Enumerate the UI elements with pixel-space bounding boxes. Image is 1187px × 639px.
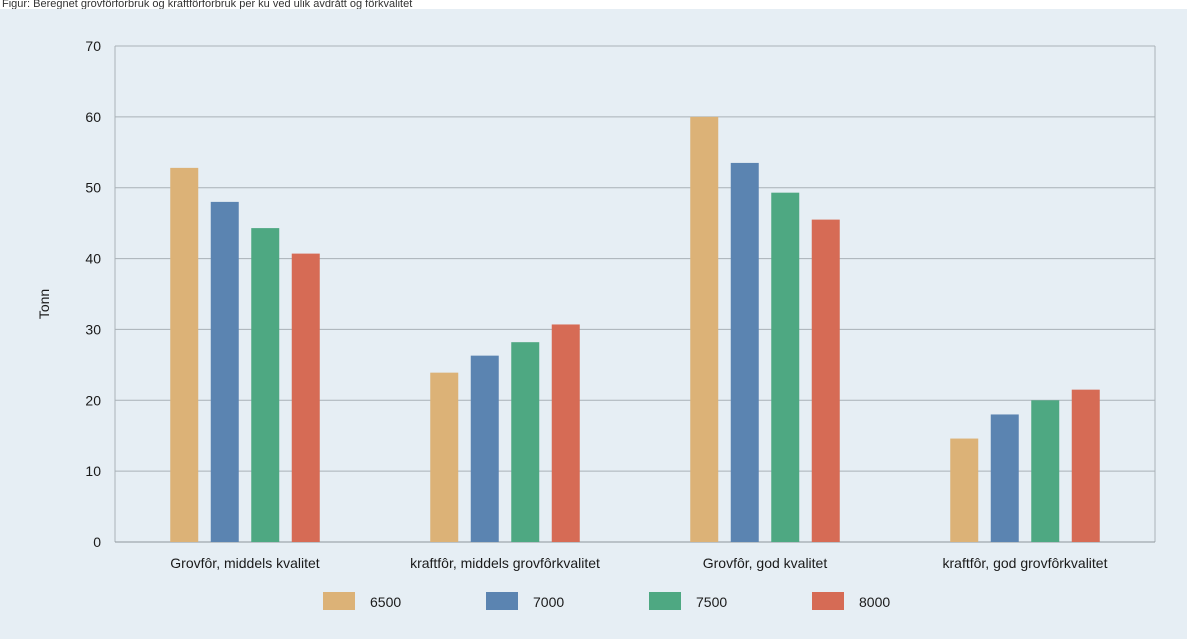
category-label: kraftfôr, middels grovfôrkvalitet [410, 555, 600, 571]
bar-7500-4 [1031, 400, 1060, 542]
y-axis-title: Tonn [36, 289, 52, 319]
category-label: kraftfôr, god grovfôrkvalitet [943, 555, 1108, 571]
y-tick-label: 20 [85, 392, 101, 408]
legend-swatch-6500 [323, 592, 355, 610]
bars [170, 116, 1100, 543]
bar-7500-3 [771, 192, 800, 542]
bar-7000-3 [730, 162, 759, 542]
legend-swatch-8000 [812, 592, 844, 610]
y-tick-label: 70 [85, 38, 101, 54]
legend-label: 7500 [696, 594, 727, 610]
bar-6500-1 [170, 167, 199, 543]
legend-label: 7000 [533, 594, 564, 610]
bar-7000-4 [990, 414, 1019, 542]
category-labels: Grovfôr, middels kvalitet kraftfôr, midde… [170, 555, 1107, 571]
bar-8000-4 [1071, 389, 1100, 542]
grid-lines [114, 45, 1156, 543]
bar-7500-2 [511, 342, 540, 542]
figure-caption-strip: Figur: Beregnet grovfôrforbruk og kraftf… [2, 0, 413, 9]
bar-7000-1 [210, 201, 239, 542]
legend-swatch-7500 [649, 592, 681, 610]
bar-8000-1 [291, 253, 320, 542]
y-tick-label: 40 [85, 251, 101, 267]
legend-swatch-7000 [486, 592, 518, 610]
bar-8000-3 [811, 219, 840, 542]
y-tick-label: 60 [85, 109, 101, 125]
bar-6500-3 [690, 116, 719, 542]
bar-7500-1 [251, 228, 280, 543]
legend-label: 8000 [859, 594, 890, 610]
bar-7000-2 [470, 355, 499, 542]
legend-label: 6500 [370, 594, 401, 610]
category-label: Grovfôr, god kvalitet [703, 555, 828, 571]
y-tick-labels: 0 10 20 30 40 50 60 70 [85, 38, 101, 550]
bar-8000-2 [551, 324, 580, 542]
legend: 6500 7000 7500 8000 [323, 592, 890, 610]
y-tick-label: 30 [85, 321, 101, 337]
bar-6500-4 [950, 438, 979, 542]
y-tick-label: 50 [85, 180, 101, 196]
y-tick-label: 10 [85, 463, 101, 479]
bar-6500-2 [430, 372, 459, 542]
y-tick-label: 0 [93, 534, 101, 550]
category-label: Grovfôr, middels kvalitet [170, 555, 319, 571]
